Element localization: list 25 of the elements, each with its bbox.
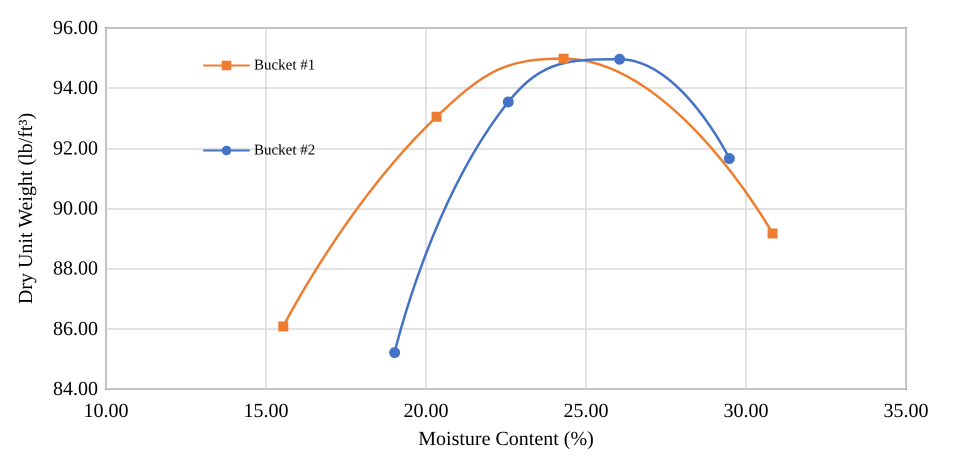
point [614,54,626,65]
y-tick-label: 86.00 [53,318,98,340]
x-tick-label: 15.00 [244,400,288,422]
x-tick-label: 35.00 [884,400,928,422]
y-tick-label: 92.00 [53,137,98,160]
legend-label: Bucket #1 [254,58,316,74]
point [432,112,442,122]
x-tick-label: 20.00 [404,400,448,422]
point [389,347,400,358]
y-tick-label: 88.00 [53,258,98,280]
point [768,228,778,238]
y-axis-title: Dry Unit Weight (lb/ft³) [15,112,37,304]
y-tick-label: 90.00 [53,198,98,220]
y-tick-label: 84.00 [53,378,98,400]
legend-label: Bucket #2 [254,142,316,158]
y-tick-label: 94.00 [53,77,98,100]
x-axis-title: Moisture Content (%) [418,428,594,450]
point [502,96,514,108]
y-tick-label: 96.00 [53,17,98,39]
point [558,54,569,64]
x-tick-label: 25.00 [564,400,608,422]
point [724,153,735,164]
point [278,321,288,332]
x-tick-label: 30.00 [724,400,768,422]
x-tick-label: 10.00 [84,400,128,422]
